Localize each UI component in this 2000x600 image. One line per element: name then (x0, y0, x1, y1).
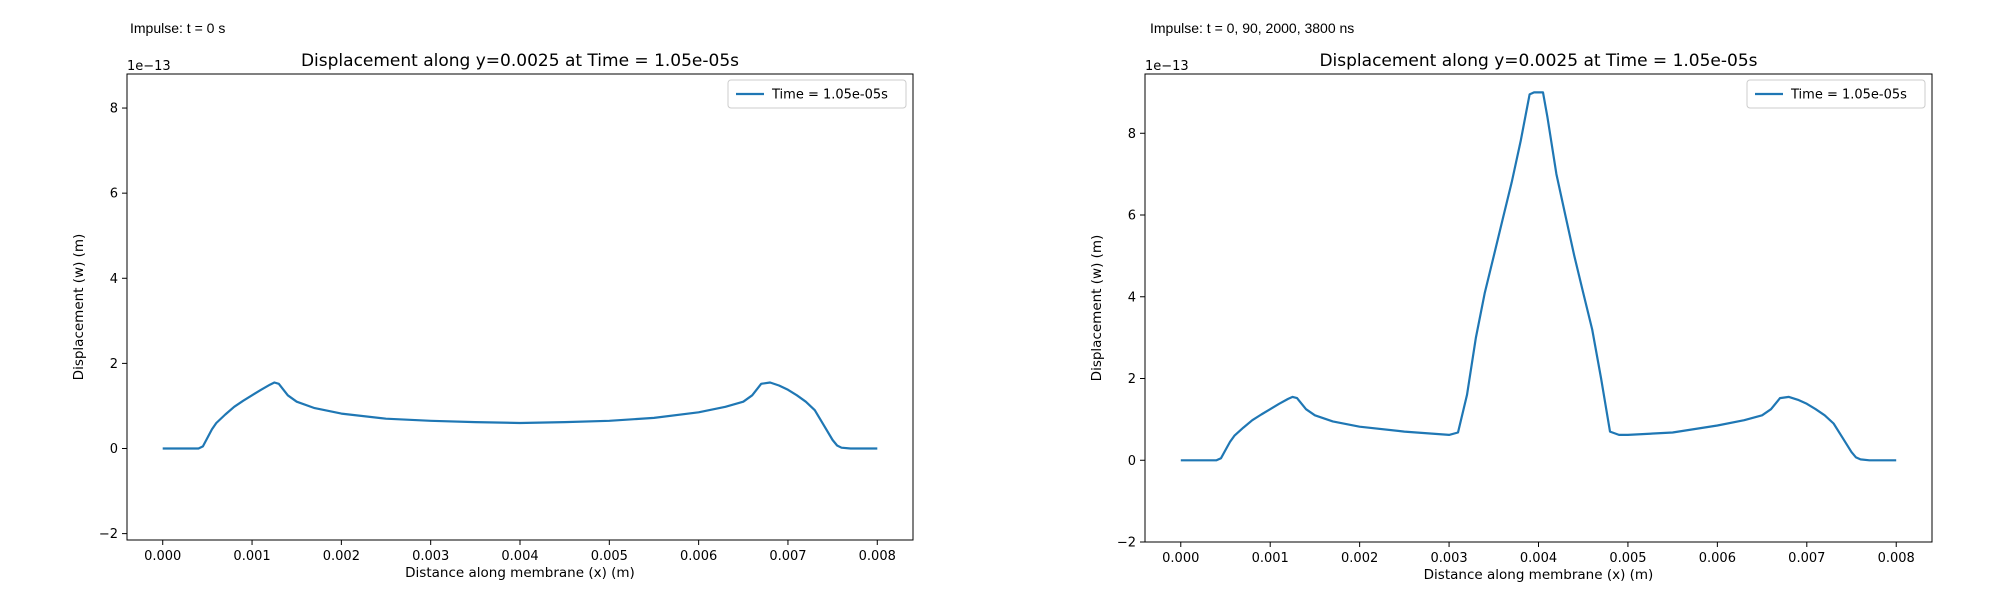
y-tick-label: 2 (1128, 372, 1136, 387)
x-tick-label: 0.006 (1699, 551, 1736, 566)
x-tick-label: 0.003 (412, 549, 449, 564)
y-axis-label: Displacement (w) (m) (71, 234, 87, 381)
x-tick-label: 0.002 (1341, 551, 1378, 566)
x-tick-label: 0.004 (501, 549, 538, 564)
x-tick-label: 0.005 (1609, 551, 1646, 566)
y-tick-label: −2 (99, 527, 118, 542)
y-tick-label: 6 (1128, 209, 1136, 224)
y-tick-label: 8 (1128, 127, 1136, 142)
x-axis-label: Distance along membrane (x) (m) (1424, 567, 1654, 583)
plot-frame (126, 73, 914, 541)
series-line (1180, 91, 1897, 462)
x-tick-label: 0.005 (591, 549, 628, 564)
y-tick-label: 6 (110, 187, 118, 202)
y-tick-label: 2 (110, 357, 118, 372)
legend-entry: Time = 1.05e-05s (771, 88, 888, 103)
x-tick-label: 0.007 (769, 549, 806, 564)
x-tick-label: 0.002 (323, 549, 360, 564)
y-scale-label: 1e−13 (127, 59, 171, 74)
x-tick-label: 0.001 (233, 549, 270, 564)
chart-1: Displacement along y=0.0025 at Time = 1.… (71, 51, 914, 581)
y-tick-label: 8 (110, 102, 118, 117)
y-tick-label: 4 (1128, 290, 1136, 305)
x-axis-label: Distance along membrane (x) (m) (405, 565, 635, 581)
y-tick-label: 4 (110, 272, 118, 287)
x-tick-label: 0.006 (680, 549, 717, 564)
chart-2: Displacement along y=0.0025 at Time = 1.… (1089, 51, 1933, 583)
x-tick-label: 0.000 (1162, 551, 1199, 566)
chart-title: Displacement along y=0.0025 at Time = 1.… (1319, 51, 1757, 71)
x-tick-label: 0.008 (1878, 551, 1915, 566)
impulse-caption-right: Impulse: t = 0, 90, 2000, 3800 ns (1150, 20, 1355, 36)
x-tick-label: 0.000 (144, 549, 181, 564)
impulse-caption-left: Impulse: t = 0 s (130, 20, 226, 36)
x-tick-label: 0.007 (1788, 551, 1825, 566)
plot-frame (1144, 73, 1933, 543)
x-tick-label: 0.001 (1252, 551, 1289, 566)
y-axis-label: Displacement (w) (m) (1089, 235, 1105, 382)
x-tick-label: 0.003 (1430, 551, 1467, 566)
y-tick-label: 0 (110, 442, 118, 457)
legend-box (727, 79, 907, 109)
series-line (162, 381, 878, 450)
x-tick-label: 0.008 (859, 549, 896, 564)
y-tick-label: 0 (1128, 454, 1136, 469)
x-tick-label: 0.004 (1520, 551, 1557, 566)
legend-entry: Time = 1.05e-05s (1790, 88, 1907, 103)
y-tick-label: −2 (1117, 536, 1136, 551)
y-scale-label: 1e−13 (1145, 59, 1189, 74)
chart-title: Displacement along y=0.0025 at Time = 1.… (301, 51, 739, 71)
legend-box (1746, 79, 1926, 109)
